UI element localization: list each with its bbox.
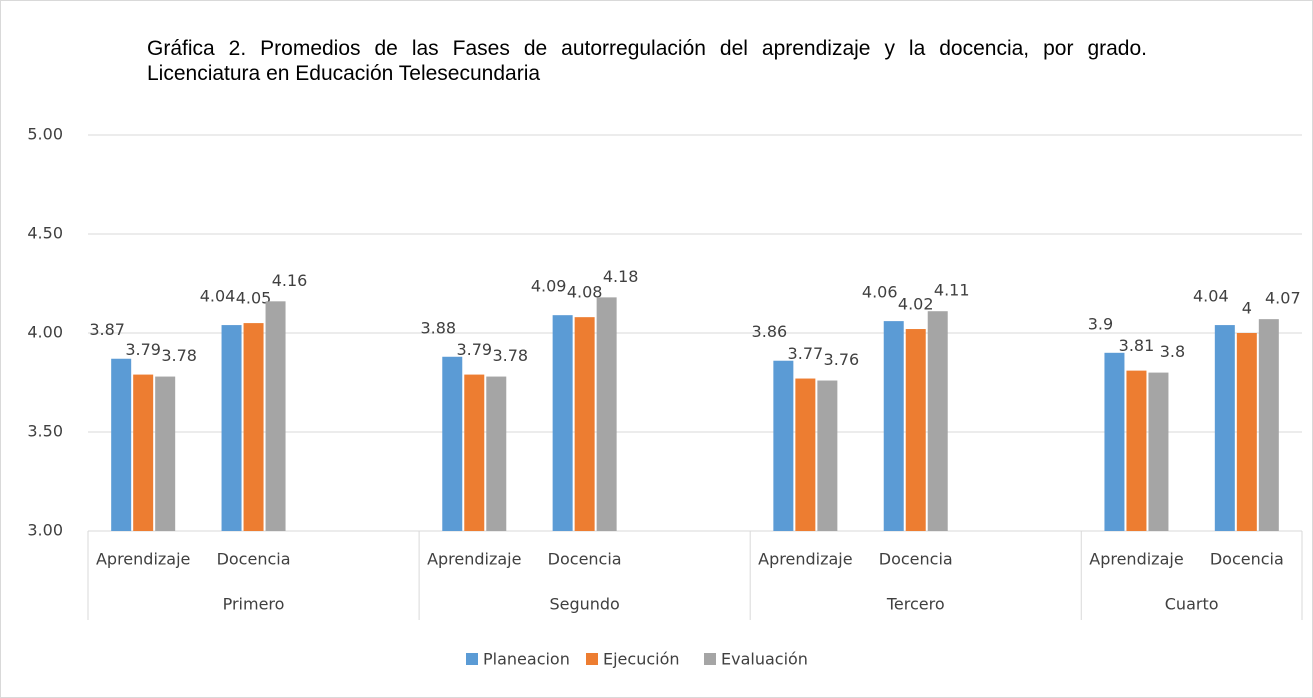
x-tick-label: Docencia xyxy=(879,550,953,569)
data-label: 3.76 xyxy=(824,350,860,369)
bar xyxy=(243,323,264,531)
bar xyxy=(442,356,463,531)
group-label: Primero xyxy=(223,595,285,614)
bar xyxy=(927,311,948,531)
data-label: 3.79 xyxy=(125,340,161,359)
data-label: 4.04 xyxy=(1193,287,1229,306)
x-tick-label: Aprendizaje xyxy=(758,550,852,569)
data-label: 4.04 xyxy=(200,287,236,306)
bar xyxy=(1148,372,1169,531)
bar xyxy=(773,360,794,531)
bar xyxy=(795,378,816,531)
data-label: 3.88 xyxy=(420,318,456,337)
bar xyxy=(1214,325,1235,531)
x-tick-label: Aprendizaje xyxy=(1089,550,1183,569)
data-label: 4.16 xyxy=(272,271,308,290)
group-label: Tercero xyxy=(886,595,945,614)
bar xyxy=(817,380,838,531)
group-label: Segundo xyxy=(549,595,619,614)
group-label: Cuarto xyxy=(1165,595,1219,614)
y-tick-label: 3.50 xyxy=(27,422,63,441)
y-tick-label: 3.00 xyxy=(27,521,63,540)
data-label: 3.8 xyxy=(1160,342,1185,361)
data-label: 3.87 xyxy=(89,320,125,339)
bar xyxy=(574,317,595,531)
data-label: 3.78 xyxy=(161,346,197,365)
x-tick-label: Aprendizaje xyxy=(96,550,190,569)
bar xyxy=(905,329,926,531)
bar xyxy=(486,376,507,531)
chart-title: Gráfica 2. Promedios de las Fases de aut… xyxy=(147,37,1147,85)
bar xyxy=(1258,319,1279,531)
bar xyxy=(1104,352,1125,531)
data-label: 3.9 xyxy=(1088,314,1113,333)
data-label: 4.08 xyxy=(567,283,603,302)
data-label: 4.07 xyxy=(1265,289,1301,308)
x-tick-label: Docencia xyxy=(548,550,622,569)
bar xyxy=(133,374,154,531)
x-tick-label: Docencia xyxy=(1210,550,1284,569)
data-label: 3.86 xyxy=(752,322,788,341)
bar xyxy=(596,297,617,531)
bar xyxy=(111,358,132,531)
bar xyxy=(552,315,573,531)
x-tick-label: Aprendizaje xyxy=(427,550,521,569)
data-label: 4.05 xyxy=(236,289,272,308)
data-label: 3.79 xyxy=(456,340,492,359)
data-label: 4.18 xyxy=(603,267,639,286)
y-tick-label: 4.00 xyxy=(27,323,63,342)
data-label: 4.06 xyxy=(862,283,898,302)
data-label: 3.81 xyxy=(1119,336,1155,355)
data-label: 3.78 xyxy=(492,346,528,365)
legend-label: Evaluación xyxy=(721,650,808,669)
data-label: 4.02 xyxy=(898,295,934,314)
legend-swatch xyxy=(586,653,598,665)
data-label: 4.11 xyxy=(934,281,970,300)
bar xyxy=(265,301,286,531)
bar xyxy=(1236,333,1257,531)
bar xyxy=(464,374,485,531)
legend-label: Planeacion xyxy=(483,650,570,669)
y-tick-label: 4.50 xyxy=(27,224,63,243)
x-tick-label: Docencia xyxy=(217,550,291,569)
bar xyxy=(1126,370,1147,531)
legend-swatch xyxy=(704,653,716,665)
legend-label: Ejecución xyxy=(603,650,680,669)
bar xyxy=(883,321,904,531)
data-label: 3.77 xyxy=(788,344,824,363)
data-label: 4.09 xyxy=(531,277,567,296)
y-tick-label: 5.00 xyxy=(27,125,63,144)
bar xyxy=(221,325,242,531)
legend-swatch xyxy=(466,653,478,665)
bar xyxy=(155,376,176,531)
data-label: 4 xyxy=(1242,299,1252,318)
